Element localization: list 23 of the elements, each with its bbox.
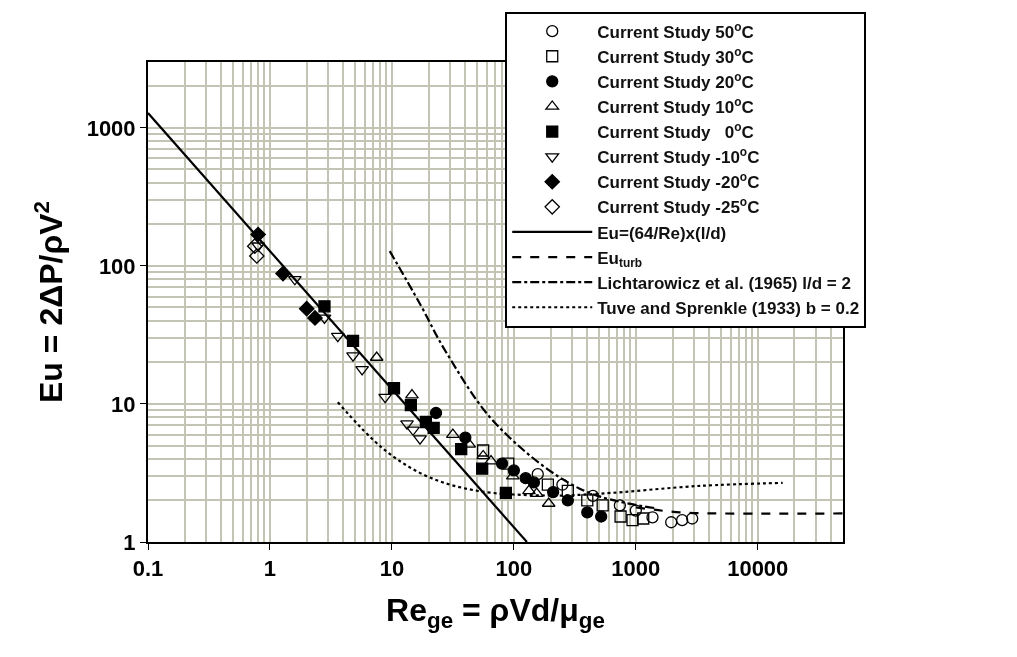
x-tick-label: 10000	[727, 556, 789, 582]
legend-label: Eu=(64/Re)x(l/d)	[597, 223, 727, 243]
y-tick-label: 100	[98, 253, 136, 279]
legend-label: Eu$_{turb}$	[597, 248, 643, 271]
x-tick-label: 1	[263, 556, 277, 582]
x-axis-title: Re$_{ge}$ = ρVd/μ$_{ge}$	[386, 591, 605, 633]
legend-label: Current Study -25$^{o}$C	[597, 195, 760, 218]
x-tick-label: 100	[495, 556, 533, 582]
y-tick-label: 1	[123, 529, 136, 555]
legend-label: Current Study 30$^{o}$C	[597, 44, 754, 67]
x-tick-label: 0.1	[132, 556, 164, 582]
legend-label: Current Study -20$^{o}$C	[597, 170, 760, 193]
x-tick-label: 1000	[611, 556, 661, 582]
legend-label: Current Study 20$^{o}$C	[597, 69, 754, 92]
legend-label: Current Study 0$^{o}$C	[597, 120, 754, 143]
x-tick-label: 10	[379, 556, 405, 582]
y-tick-label: 10	[111, 391, 136, 417]
legend-label: Lichtarowicz et al. (1965) l/d = 2	[597, 273, 851, 293]
legend-label: Current Study 50$^{o}$C	[597, 19, 754, 42]
legend-label: Current Study -10$^{o}$C	[597, 145, 760, 168]
y-tick-label: 1000	[86, 115, 136, 141]
legend-label: Tuve and Sprenkle (1933) b = 0.2	[597, 298, 860, 318]
legend-label: Current Study 10$^{o}$C	[597, 94, 754, 118]
